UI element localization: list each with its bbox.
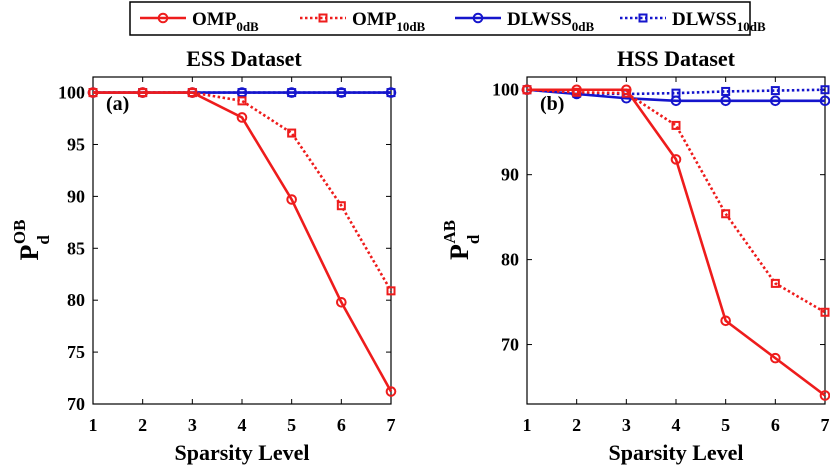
data-point	[671, 120, 681, 130]
y-tick-label: 100	[58, 83, 85, 103]
legend-label: DLWSS0dB	[507, 9, 595, 34]
chart-title: HSS Dataset	[617, 46, 736, 71]
legend: OMP0dB OMP10dB DLWSS0dB DLWSS10dB	[129, 1, 766, 36]
x-tick-label: 2	[138, 415, 147, 435]
chart-panel-hss: HSS Dataset 1 2 3 4 5 6 7 70 80 90 100 (b) Sparsit…	[440, 46, 830, 465]
y-label-base: P	[15, 244, 44, 260]
y-tick-label: 90	[501, 165, 519, 185]
data-point	[386, 88, 396, 98]
data-point	[336, 296, 347, 308]
y-tick-label: 100	[492, 80, 519, 100]
data-point	[286, 194, 297, 205]
data-point	[88, 88, 98, 98]
series-omp-10db	[88, 88, 396, 296]
data-point	[522, 85, 532, 95]
series-omp-10db	[522, 85, 830, 317]
y-axis-label: Pd AB	[440, 220, 483, 260]
y-label-base: P	[445, 244, 474, 260]
legend-marker	[472, 12, 484, 24]
y-tick-label: 90	[67, 186, 85, 206]
svg-text:PdAB: Pd AB	[440, 220, 483, 260]
y-tick-label: 85	[67, 238, 85, 258]
data-point	[287, 128, 297, 138]
x-tick-label: 7	[387, 415, 396, 435]
legend-marker	[638, 13, 648, 23]
data-point	[187, 88, 197, 98]
x-tick-label: 2	[572, 415, 581, 435]
data-point	[671, 88, 681, 98]
x-tick-label: 4	[672, 415, 681, 435]
data-point	[670, 154, 682, 165]
x-tick-label: 1	[523, 415, 532, 435]
x-tick-label: 3	[622, 415, 631, 435]
data-point	[819, 390, 830, 401]
legend-item: DLWSS0dB	[455, 9, 595, 34]
data-point	[721, 86, 731, 96]
y-label-sup: AB	[440, 220, 459, 244]
data-point	[819, 95, 830, 107]
y-tick-label: 95	[67, 134, 85, 154]
series-line	[526, 88, 826, 314]
x-tick-label: 6	[337, 415, 346, 435]
data-point	[720, 95, 731, 107]
data-point	[770, 278, 780, 288]
data-point	[820, 85, 830, 95]
data-point	[572, 87, 582, 97]
data-point	[820, 307, 830, 317]
legend-item: OMP10dB	[300, 9, 426, 34]
data-point	[386, 286, 396, 296]
data-point	[236, 112, 248, 123]
plot-area	[92, 76, 392, 405]
x-tick-label: 1	[89, 415, 98, 435]
x-tick-label: 5	[287, 415, 296, 435]
legend-item: DLWSS10dB	[620, 9, 766, 34]
y-tick-label: 80	[67, 290, 85, 310]
data-point	[138, 88, 148, 98]
data-point	[385, 386, 397, 397]
legend-marker	[157, 12, 169, 24]
y-tick-label: 70	[501, 335, 519, 355]
series-line	[93, 91, 393, 292]
x-tick-label: 3	[188, 415, 197, 435]
data-point	[721, 209, 731, 219]
data-point	[336, 201, 346, 211]
x-tick-label: 4	[238, 415, 247, 435]
data-point	[770, 86, 780, 96]
y-label-sub: d	[464, 234, 483, 244]
data-point	[336, 88, 346, 98]
legend-item: OMP0dB	[140, 9, 259, 34]
legend-label: OMP10dB	[352, 9, 426, 34]
data-point	[770, 95, 781, 107]
data-point	[720, 315, 731, 327]
data-point	[770, 352, 781, 364]
plot-area	[526, 76, 826, 405]
data-point	[237, 88, 247, 98]
data-point	[621, 88, 631, 98]
panel-label: (a)	[106, 93, 129, 115]
svg-text:PdOB: Pd OB	[10, 220, 53, 261]
y-axis-label: Pd OB	[10, 220, 53, 261]
x-axis-label: Sparsity Level	[608, 440, 743, 465]
panel-label: (b)	[540, 93, 564, 115]
legend-label: OMP0dB	[192, 9, 259, 34]
x-tick-label: 7	[821, 415, 830, 435]
series-line	[93, 91, 393, 393]
legend-label: DLWSS10dB	[672, 9, 766, 34]
y-tick-label: 70	[67, 394, 85, 414]
y-label-sub: d	[34, 235, 53, 245]
y-label-sup: OB	[10, 220, 29, 245]
x-axis-label: Sparsity Level	[174, 440, 309, 465]
chart-title: ESS Dataset	[186, 46, 302, 71]
chart-panel-ess: ESS Dataset 1 2 3 4 5 6 7 70 75 80 85 90 95 100 (a) S…	[10, 46, 397, 465]
y-tick-label: 80	[501, 250, 519, 270]
legend-marker	[318, 13, 328, 23]
x-tick-label: 5	[721, 415, 730, 435]
x-tick-label: 6	[771, 415, 780, 435]
y-tick-label: 75	[67, 342, 85, 362]
data-point	[237, 96, 247, 106]
data-point	[287, 88, 297, 98]
